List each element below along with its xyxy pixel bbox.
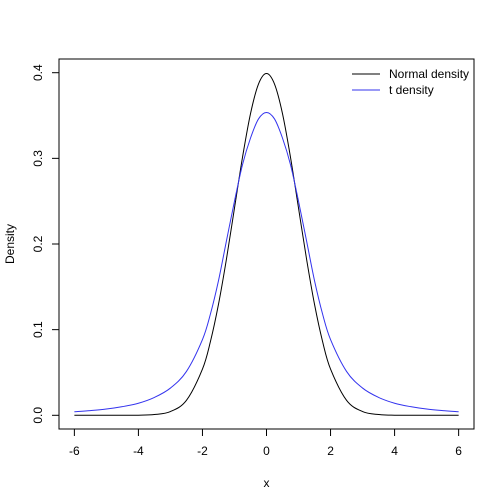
y-tick-label: 0.4 xyxy=(31,64,45,81)
y-tick-label: 0.0 xyxy=(31,407,45,424)
x-axis: -6 -4 -2 0 2 4 6 xyxy=(69,428,462,458)
x-tick-label: -6 xyxy=(69,444,80,458)
y-tick-label: 0.3 xyxy=(31,150,45,167)
legend: Normal density t density xyxy=(352,67,469,97)
y-tick-label: 0.2 xyxy=(31,235,45,252)
x-tick-label: 6 xyxy=(455,444,462,458)
x-axis-label: x xyxy=(264,476,270,490)
y-axis-label: Density xyxy=(3,224,17,264)
series-line-1 xyxy=(74,73,459,416)
legend-label-1: Normal density xyxy=(389,67,469,81)
x-tick-label: -2 xyxy=(197,444,208,458)
legend-label-2: t density xyxy=(389,83,434,97)
y-axis: 0.0 0.1 0.2 0.3 0.4 xyxy=(31,64,60,424)
series-group xyxy=(74,73,459,416)
series-line-2 xyxy=(74,111,459,413)
x-tick-label: 0 xyxy=(263,444,270,458)
x-tick-label: -4 xyxy=(133,444,144,458)
x-tick-label: 4 xyxy=(391,444,398,458)
x-tick-label: 2 xyxy=(327,444,334,458)
plot-frame xyxy=(58,58,475,430)
y-tick-label: 0.1 xyxy=(31,321,45,338)
